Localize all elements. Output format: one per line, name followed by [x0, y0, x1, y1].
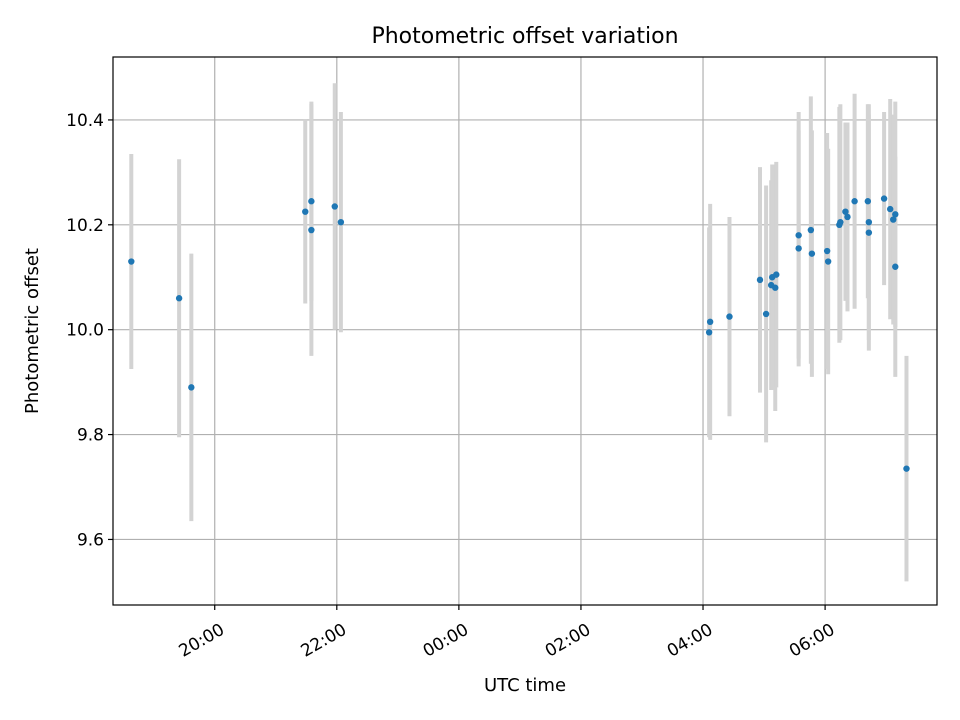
data-point [756, 276, 764, 284]
data-point [890, 216, 897, 223]
data-point [892, 263, 899, 270]
data-point [824, 258, 832, 265]
data-point [842, 208, 849, 215]
data-point [308, 226, 315, 234]
data-point [808, 250, 816, 257]
data-point [887, 205, 894, 213]
y-tick-label: 9.8 [77, 426, 104, 446]
y-tick-label: 10.2 [66, 216, 104, 236]
data-point [705, 329, 713, 336]
chart-title: Photometric offset variation [371, 24, 678, 49]
data-point [772, 284, 779, 291]
data-point [892, 211, 899, 218]
data-point [308, 198, 315, 205]
data-point [188, 384, 195, 391]
data-point [865, 218, 873, 226]
y-tick-label: 10.4 [66, 111, 104, 131]
data-point [807, 226, 815, 234]
y-tick-label: 9.6 [77, 530, 104, 550]
data-point [903, 465, 910, 472]
data-point [795, 232, 802, 239]
data-point [844, 213, 851, 221]
data-point [851, 198, 858, 205]
data-point [795, 245, 802, 252]
data-point [337, 218, 345, 226]
data-point [331, 203, 338, 210]
data-point [837, 218, 844, 226]
data-point [864, 198, 872, 205]
y-tick-label: 10.0 [66, 321, 104, 341]
data-point [175, 295, 183, 302]
data-point [706, 318, 714, 326]
data-point [302, 208, 309, 215]
data-point [880, 195, 888, 202]
y-axis-label: Photometric offset [22, 248, 43, 414]
data-point [762, 310, 770, 318]
data-point [726, 313, 733, 320]
y-axis-ticks: 9.6 9.8 10.0 10.2 10.4 [66, 111, 113, 550]
data-point [773, 271, 780, 278]
x-axis-label: UTC time [484, 675, 566, 696]
data-point [823, 247, 831, 255]
data-point [865, 229, 873, 236]
plot-frame [112, 56, 938, 606]
data-point [128, 258, 135, 265]
data-points [128, 195, 910, 472]
